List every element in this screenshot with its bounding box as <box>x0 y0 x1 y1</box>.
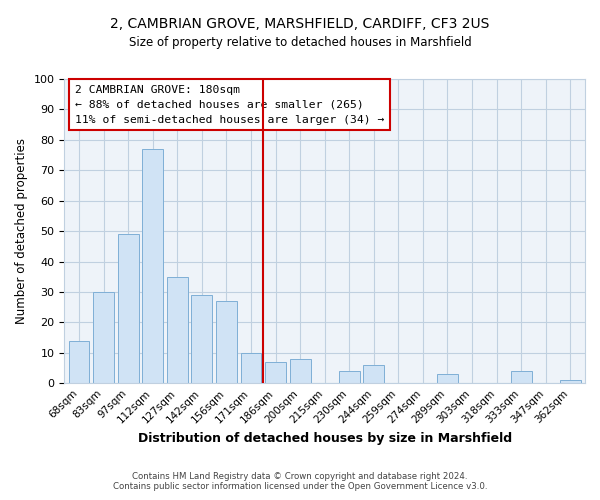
Text: Contains HM Land Registry data © Crown copyright and database right 2024.: Contains HM Land Registry data © Crown c… <box>132 472 468 481</box>
Bar <box>437 374 458 384</box>
Bar <box>364 365 384 384</box>
Bar <box>290 359 311 384</box>
Bar <box>241 353 262 384</box>
Bar <box>142 149 163 384</box>
Bar <box>167 277 188 384</box>
X-axis label: Distribution of detached houses by size in Marshfield: Distribution of detached houses by size … <box>137 432 512 445</box>
Bar <box>118 234 139 384</box>
Bar <box>93 292 114 384</box>
Bar <box>216 301 237 384</box>
Bar <box>68 340 89 384</box>
Text: Size of property relative to detached houses in Marshfield: Size of property relative to detached ho… <box>128 36 472 49</box>
Text: 2, CAMBRIAN GROVE, MARSHFIELD, CARDIFF, CF3 2US: 2, CAMBRIAN GROVE, MARSHFIELD, CARDIFF, … <box>110 18 490 32</box>
Bar <box>560 380 581 384</box>
Bar <box>265 362 286 384</box>
Text: Contains public sector information licensed under the Open Government Licence v3: Contains public sector information licen… <box>113 482 487 491</box>
Bar <box>339 371 359 384</box>
Y-axis label: Number of detached properties: Number of detached properties <box>15 138 28 324</box>
Text: 2 CAMBRIAN GROVE: 180sqm
← 88% of detached houses are smaller (265)
11% of semi-: 2 CAMBRIAN GROVE: 180sqm ← 88% of detach… <box>74 85 384 124</box>
Bar <box>511 371 532 384</box>
Bar <box>191 295 212 384</box>
